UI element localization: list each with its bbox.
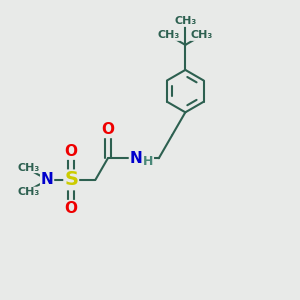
- Text: O: O: [65, 144, 78, 159]
- Text: CH₃: CH₃: [158, 30, 180, 40]
- Text: N: N: [130, 151, 142, 166]
- Text: O: O: [101, 122, 114, 137]
- Text: CH₃: CH₃: [191, 30, 213, 40]
- Text: CH₃: CH₃: [174, 16, 196, 26]
- Text: O: O: [65, 201, 78, 216]
- Text: CH₃: CH₃: [17, 187, 39, 197]
- Text: N: N: [41, 172, 53, 188]
- Text: CH₃: CH₃: [17, 163, 39, 172]
- Text: H: H: [143, 155, 153, 168]
- Text: S: S: [64, 170, 78, 189]
